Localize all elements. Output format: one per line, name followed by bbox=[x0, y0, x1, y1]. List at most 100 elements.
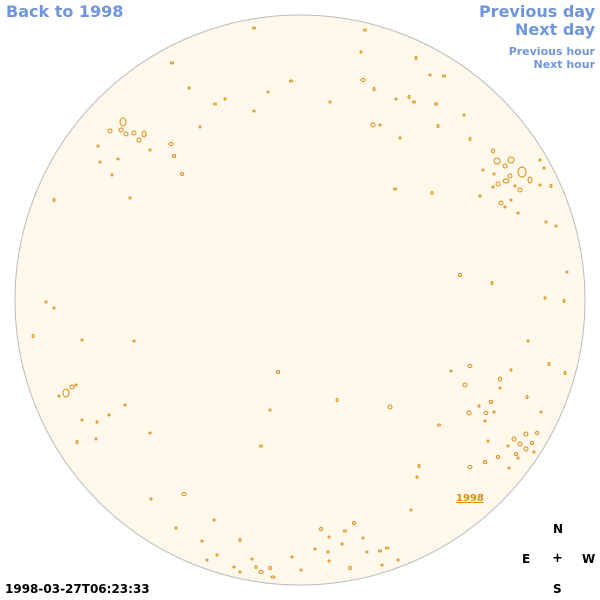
contour-mark bbox=[542, 166, 546, 170]
next-day-link[interactable]: Next day bbox=[515, 20, 595, 39]
contour-mark bbox=[526, 339, 530, 343]
contour-mark bbox=[123, 403, 127, 407]
contour-mark bbox=[149, 497, 153, 501]
contour-mark bbox=[523, 446, 529, 452]
contour-mark bbox=[200, 539, 204, 543]
contour-mark bbox=[118, 127, 124, 133]
previous-day-link[interactable]: Previous day bbox=[478, 2, 595, 21]
contour-mark bbox=[496, 455, 500, 459]
contour-mark bbox=[458, 273, 462, 277]
contour-mark bbox=[52, 306, 56, 310]
contour-mark bbox=[525, 395, 529, 399]
contour-mark bbox=[313, 547, 317, 551]
contour-mark bbox=[110, 173, 114, 177]
contour-mark bbox=[498, 200, 504, 206]
contour-mark bbox=[442, 74, 446, 78]
contour-mark bbox=[490, 281, 494, 285]
contour-mark bbox=[554, 224, 558, 228]
contour-mark bbox=[252, 26, 256, 30]
contour-mark bbox=[409, 508, 413, 512]
contour-mark bbox=[562, 299, 566, 303]
contour-mark bbox=[57, 394, 61, 398]
contour-mark bbox=[62, 388, 70, 398]
contour-mark bbox=[486, 439, 490, 443]
contour-mark bbox=[449, 369, 453, 373]
contour-mark bbox=[232, 565, 236, 569]
contour-mark bbox=[483, 411, 489, 415]
contour-mark bbox=[516, 211, 520, 215]
contour-mark bbox=[360, 78, 366, 82]
contour-mark bbox=[378, 549, 382, 553]
contour-mark bbox=[95, 420, 99, 424]
contour-mark bbox=[187, 86, 191, 90]
contour-mark bbox=[428, 73, 432, 77]
contour-mark bbox=[123, 131, 129, 137]
contour-mark bbox=[363, 28, 367, 32]
previous-hour-link[interactable]: Previous hour bbox=[508, 45, 595, 58]
contour-mark bbox=[378, 123, 382, 127]
contour-mark bbox=[44, 300, 48, 304]
contour-mark bbox=[492, 172, 496, 176]
contour-mark bbox=[516, 456, 520, 460]
contour-mark bbox=[393, 187, 397, 191]
compass-south: S bbox=[553, 582, 562, 596]
contour-mark bbox=[69, 384, 75, 390]
contour-mark bbox=[517, 187, 523, 193]
contour-mark bbox=[467, 364, 473, 368]
contour-mark bbox=[205, 558, 209, 562]
contour-mark bbox=[481, 168, 485, 172]
contour-mark bbox=[128, 196, 132, 200]
contour-mark bbox=[223, 97, 227, 101]
contour-mark bbox=[478, 194, 482, 198]
contour-mark bbox=[498, 386, 502, 390]
contour-mark bbox=[407, 95, 411, 99]
contour-mark bbox=[289, 79, 293, 83]
contour-mark bbox=[172, 154, 176, 158]
contour-mark bbox=[290, 555, 294, 559]
contour-mark bbox=[116, 157, 120, 161]
contour-mark bbox=[394, 97, 398, 101]
contour-mark bbox=[335, 398, 339, 402]
contour-mark bbox=[502, 163, 508, 169]
contour-mark bbox=[549, 184, 553, 188]
contour-mark bbox=[254, 565, 258, 569]
contour-mark bbox=[547, 362, 551, 366]
contour-mark bbox=[148, 431, 152, 435]
contour-mark bbox=[468, 137, 472, 141]
contour-mark bbox=[414, 56, 418, 60]
compass-east: E bbox=[522, 552, 531, 566]
contour-mark bbox=[483, 419, 487, 423]
contour-mark bbox=[340, 542, 344, 546]
contour-mark bbox=[513, 184, 517, 188]
solar-disk bbox=[14, 14, 586, 586]
contour-mark bbox=[348, 566, 352, 570]
contour-mark bbox=[74, 383, 78, 387]
contour-mark bbox=[544, 220, 548, 224]
contour-mark bbox=[535, 431, 539, 435]
contour-mark bbox=[462, 113, 466, 117]
contour-mark bbox=[238, 570, 242, 574]
contour-mark bbox=[372, 87, 376, 91]
contour-mark bbox=[396, 558, 400, 562]
contour-mark bbox=[477, 404, 481, 408]
region-year-link[interactable]: 1998 bbox=[456, 493, 484, 504]
magnetic-contours bbox=[31, 26, 569, 579]
contour-mark bbox=[511, 436, 517, 442]
contour-mark bbox=[107, 413, 111, 417]
contour-mark bbox=[509, 368, 513, 372]
contour-mark bbox=[181, 492, 187, 496]
back-to-year-link[interactable]: Back to 1998 bbox=[6, 2, 124, 21]
next-hour-link[interactable]: Next hour bbox=[533, 58, 596, 71]
contour-mark bbox=[498, 376, 502, 382]
contour-mark bbox=[491, 148, 495, 154]
contour-mark bbox=[380, 563, 384, 567]
contour-mark bbox=[252, 109, 256, 113]
contour-mark bbox=[266, 90, 270, 94]
contour-mark bbox=[493, 157, 501, 165]
contour-mark bbox=[213, 102, 217, 106]
contour-mark bbox=[491, 185, 495, 189]
contour-mark bbox=[180, 172, 184, 176]
contour-mark bbox=[136, 137, 142, 143]
contour-mark bbox=[327, 535, 331, 539]
